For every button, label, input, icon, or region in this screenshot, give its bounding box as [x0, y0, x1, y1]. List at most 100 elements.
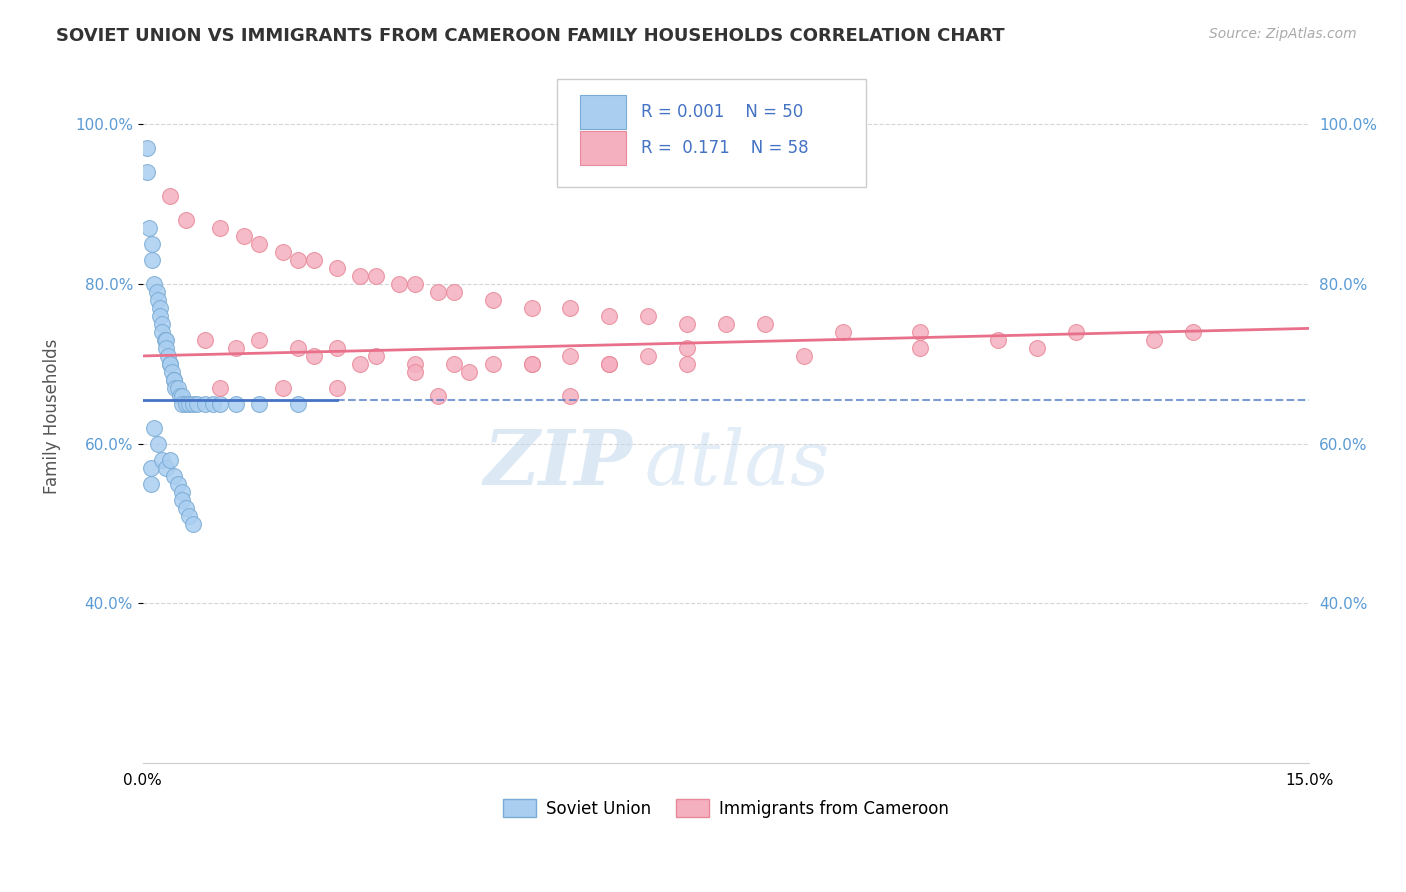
Point — [179, 397, 201, 411]
Point — [831, 325, 853, 339]
Point — [247, 397, 270, 411]
Point — [349, 357, 371, 371]
Point — [174, 500, 197, 515]
Point — [287, 397, 309, 411]
Point — [143, 421, 166, 435]
Point — [598, 309, 620, 323]
Point — [150, 452, 173, 467]
Point — [165, 381, 187, 395]
Point — [225, 397, 247, 411]
Point — [404, 365, 426, 379]
Point — [287, 253, 309, 268]
Point — [181, 516, 204, 531]
Point — [754, 317, 776, 331]
Point — [247, 237, 270, 252]
Point — [150, 325, 173, 339]
Point — [174, 213, 197, 227]
Text: R =  0.171    N = 58: R = 0.171 N = 58 — [641, 139, 808, 157]
Point — [166, 381, 188, 395]
Point — [598, 357, 620, 371]
Point — [910, 325, 932, 339]
Point — [443, 285, 465, 299]
Point — [163, 373, 186, 387]
Point — [141, 237, 163, 252]
Y-axis label: Family Households: Family Households — [44, 338, 60, 493]
Point — [159, 189, 181, 203]
Point — [560, 301, 582, 315]
Point — [181, 397, 204, 411]
Point — [170, 389, 193, 403]
Point — [148, 436, 170, 450]
Legend: Soviet Union, Immigrants from Cameroon: Soviet Union, Immigrants from Cameroon — [496, 793, 956, 824]
Point — [271, 381, 294, 395]
Point — [326, 341, 349, 355]
Point — [598, 357, 620, 371]
Point — [427, 389, 450, 403]
Point — [1181, 325, 1204, 339]
Point — [145, 285, 167, 299]
Point — [155, 460, 177, 475]
Point — [364, 269, 387, 284]
Point — [169, 389, 191, 403]
Point — [149, 309, 172, 323]
Point — [287, 341, 309, 355]
Point — [209, 397, 232, 411]
Point — [209, 221, 232, 235]
Point — [1143, 333, 1166, 347]
Point — [149, 301, 172, 315]
Point — [159, 357, 181, 371]
Point — [560, 349, 582, 363]
Point — [194, 397, 217, 411]
Point — [637, 309, 659, 323]
Point — [139, 476, 162, 491]
Point — [560, 389, 582, 403]
Point — [170, 492, 193, 507]
Point — [637, 349, 659, 363]
Point — [247, 333, 270, 347]
Point — [520, 301, 543, 315]
Point — [1026, 341, 1049, 355]
Point — [170, 397, 193, 411]
Point — [349, 269, 371, 284]
Point — [155, 341, 177, 355]
Point — [232, 229, 254, 244]
Point — [987, 333, 1010, 347]
Point — [326, 261, 349, 276]
Point — [209, 381, 232, 395]
Point — [150, 317, 173, 331]
Point — [186, 397, 208, 411]
Point — [271, 245, 294, 260]
Point — [155, 333, 177, 347]
Text: R = 0.001    N = 50: R = 0.001 N = 50 — [641, 103, 803, 121]
Point — [156, 349, 179, 363]
Point — [404, 357, 426, 371]
Point — [388, 277, 411, 291]
Point — [404, 277, 426, 291]
Point — [225, 341, 247, 355]
FancyBboxPatch shape — [581, 131, 626, 165]
Text: Source: ZipAtlas.com: Source: ZipAtlas.com — [1209, 27, 1357, 41]
Point — [135, 141, 157, 155]
Text: ZIP: ZIP — [484, 427, 633, 501]
Point — [302, 349, 325, 363]
Point — [458, 365, 481, 379]
Point — [170, 484, 193, 499]
FancyBboxPatch shape — [581, 95, 626, 129]
Text: atlas: atlas — [644, 427, 830, 501]
Point — [793, 349, 815, 363]
Point — [676, 317, 699, 331]
Point — [179, 508, 201, 523]
Point — [714, 317, 737, 331]
FancyBboxPatch shape — [557, 78, 866, 186]
Point — [163, 373, 186, 387]
Point — [443, 357, 465, 371]
Point — [326, 381, 349, 395]
Point — [201, 397, 224, 411]
Point — [166, 476, 188, 491]
Point — [676, 357, 699, 371]
Point — [139, 460, 162, 475]
Point — [481, 357, 503, 371]
Point — [143, 277, 166, 291]
Point — [163, 468, 186, 483]
Point — [153, 333, 176, 347]
